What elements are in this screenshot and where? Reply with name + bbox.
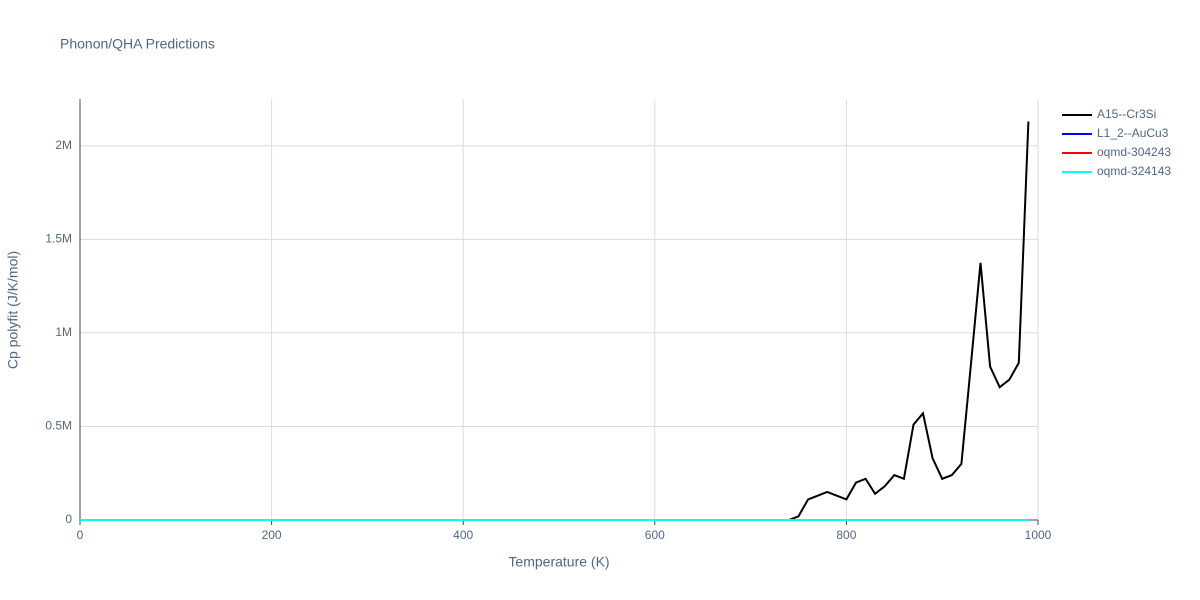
chart-title: Phonon/QHA Predictions — [60, 36, 215, 52]
data-line — [80, 121, 1030, 521]
x-tick-label: 400 — [453, 528, 473, 542]
y-tick-label: 0.5M — [45, 419, 72, 433]
y-tick-label: 1.5M — [45, 232, 72, 246]
legend-label: oqmd-324143 — [1097, 164, 1171, 178]
y-axis-label: Cp polyfit (J/K/mol) — [5, 251, 21, 369]
y-tick-label: 1M — [55, 325, 72, 339]
x-axis-label: Temperature (K) — [508, 554, 609, 570]
x-tick-label: 1000 — [1025, 528, 1052, 542]
x-tick-label: 200 — [262, 528, 282, 542]
y-tick-label: 0 — [65, 512, 72, 526]
x-tick-label: 0 — [77, 528, 84, 542]
y-tick-label: 2M — [55, 138, 72, 152]
x-tick-label: 800 — [836, 528, 856, 542]
legend-label: L1_2--AuCu3 — [1097, 126, 1169, 140]
legend-label: A15--Cr3Si — [1097, 107, 1156, 121]
legend-label: oqmd-304243 — [1097, 145, 1171, 159]
x-tick-label: 600 — [645, 528, 665, 542]
